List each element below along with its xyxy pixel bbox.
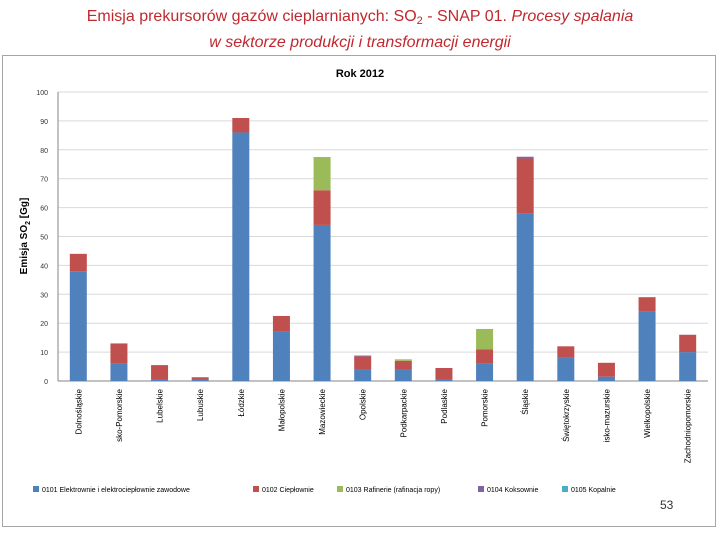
bar-segment [638, 311, 656, 381]
bar-segment [354, 355, 372, 357]
bar-segment [313, 157, 331, 191]
bar-segment [394, 369, 412, 381]
y-tick-label: 100 [36, 90, 48, 97]
x-tick-label: Podlaskie [440, 388, 449, 423]
bar-segment [557, 357, 575, 381]
x-tick-label: Wielkopolskie [643, 388, 652, 437]
bar-segment [272, 315, 290, 332]
bar-segment [313, 190, 331, 225]
title-part-b: - SNAP 01. [422, 8, 512, 25]
bar-segment [638, 297, 656, 312]
slide-title: Emisja prekursorów gazów cieplarnianych:… [0, 6, 720, 53]
bar-segment [476, 363, 494, 381]
bar-segment [476, 349, 494, 364]
bar-segment [69, 253, 87, 272]
bar-segment [354, 369, 372, 381]
legend-swatch [478, 486, 484, 492]
legend-swatch [253, 486, 259, 492]
bar-segment [679, 334, 697, 353]
y-tick-label: 20 [40, 321, 48, 328]
legend-entry: 0102 Ciepłownie [262, 487, 314, 494]
y-tick-label: 30 [40, 292, 48, 299]
bar-segment [313, 224, 331, 381]
x-tick-label: isko-mazurskie [602, 388, 611, 442]
x-tick-label: Świętokrzyskie [562, 388, 571, 441]
bar-segment [435, 379, 453, 381]
bar-segment [191, 377, 209, 379]
x-tick-label: Śląskie [521, 388, 530, 414]
x-tick-label: Opolskie [359, 388, 368, 420]
y-tick-label: 80 [40, 148, 48, 155]
bar-segment [435, 367, 453, 380]
legend-swatch [562, 486, 568, 492]
chart-frame [2, 55, 716, 527]
bar-segment [394, 360, 412, 370]
bar-segment [679, 352, 697, 381]
title-line-2: w sektorze produkcji i transformacji ene… [209, 34, 511, 51]
x-tick-label: Podkarpackie [399, 388, 408, 437]
x-tick-label: Dolnośląskie [74, 388, 83, 434]
x-tick-label: Lubelskie [156, 388, 165, 422]
x-tick-label: Lubuskie [196, 388, 205, 421]
title-subscript: 2 [416, 15, 423, 27]
x-tick-label: Mazowieckie [318, 388, 327, 434]
y-axis-label: Emisja SO2 [Gg] [19, 198, 32, 275]
legend-entry: 0103 Rafinerie (rafinacja ropy) [346, 487, 440, 494]
y-tick-label: 50 [40, 235, 48, 242]
bar-segment [151, 379, 169, 381]
bar-segment [394, 359, 412, 361]
bar-segment [516, 158, 534, 214]
y-tick-label: 60 [40, 206, 48, 213]
bar-segment [232, 118, 250, 133]
x-tick-label: Łódzkie [237, 388, 246, 416]
x-tick-label: sko-Pomorskie [115, 388, 124, 441]
legend-entry: 0105 Kopalnie [571, 487, 616, 494]
legend-swatch [337, 486, 343, 492]
y-tick-label: 10 [40, 350, 48, 357]
legend-swatch [33, 486, 39, 492]
bar-segment [597, 362, 615, 377]
y-tick-label: 0 [44, 379, 48, 386]
y-tick-label: 70 [40, 177, 48, 184]
bar-segment [272, 331, 290, 381]
x-tick-label: Zachodniopomorskie [684, 388, 693, 463]
bar-segment [110, 363, 128, 381]
chart-title: Rok 2012 [336, 68, 384, 80]
bar-segment [597, 376, 615, 381]
legend-entry: 0101 Elektrownie i elektrociepłownie zaw… [42, 487, 190, 494]
bar-segment [69, 271, 87, 381]
bar-segment [557, 346, 575, 358]
bar-segment [232, 132, 250, 381]
bar-segment [354, 356, 372, 370]
page-number: 53 [660, 498, 674, 512]
x-tick-label: Małopolskie [277, 388, 286, 431]
bar-segment [516, 213, 534, 381]
title-part-a: Emisja prekursorów gazów cieplarnianych:… [86, 8, 417, 25]
bar-segment [516, 156, 534, 159]
x-tick-label: Pomorskie [481, 388, 490, 426]
bar-segment [151, 365, 169, 380]
y-tick-label: 90 [40, 119, 48, 126]
bar-segment [110, 343, 128, 364]
title-line-1: Emisja prekursorów gazów cieplarnianych:… [0, 6, 720, 32]
bar-segment [191, 378, 209, 381]
y-tick-label: 40 [40, 263, 48, 270]
legend-entry: 0104 Koksownie [487, 487, 538, 494]
title-part-c: Procesy spalania [511, 8, 634, 25]
bar-segment [476, 328, 494, 350]
